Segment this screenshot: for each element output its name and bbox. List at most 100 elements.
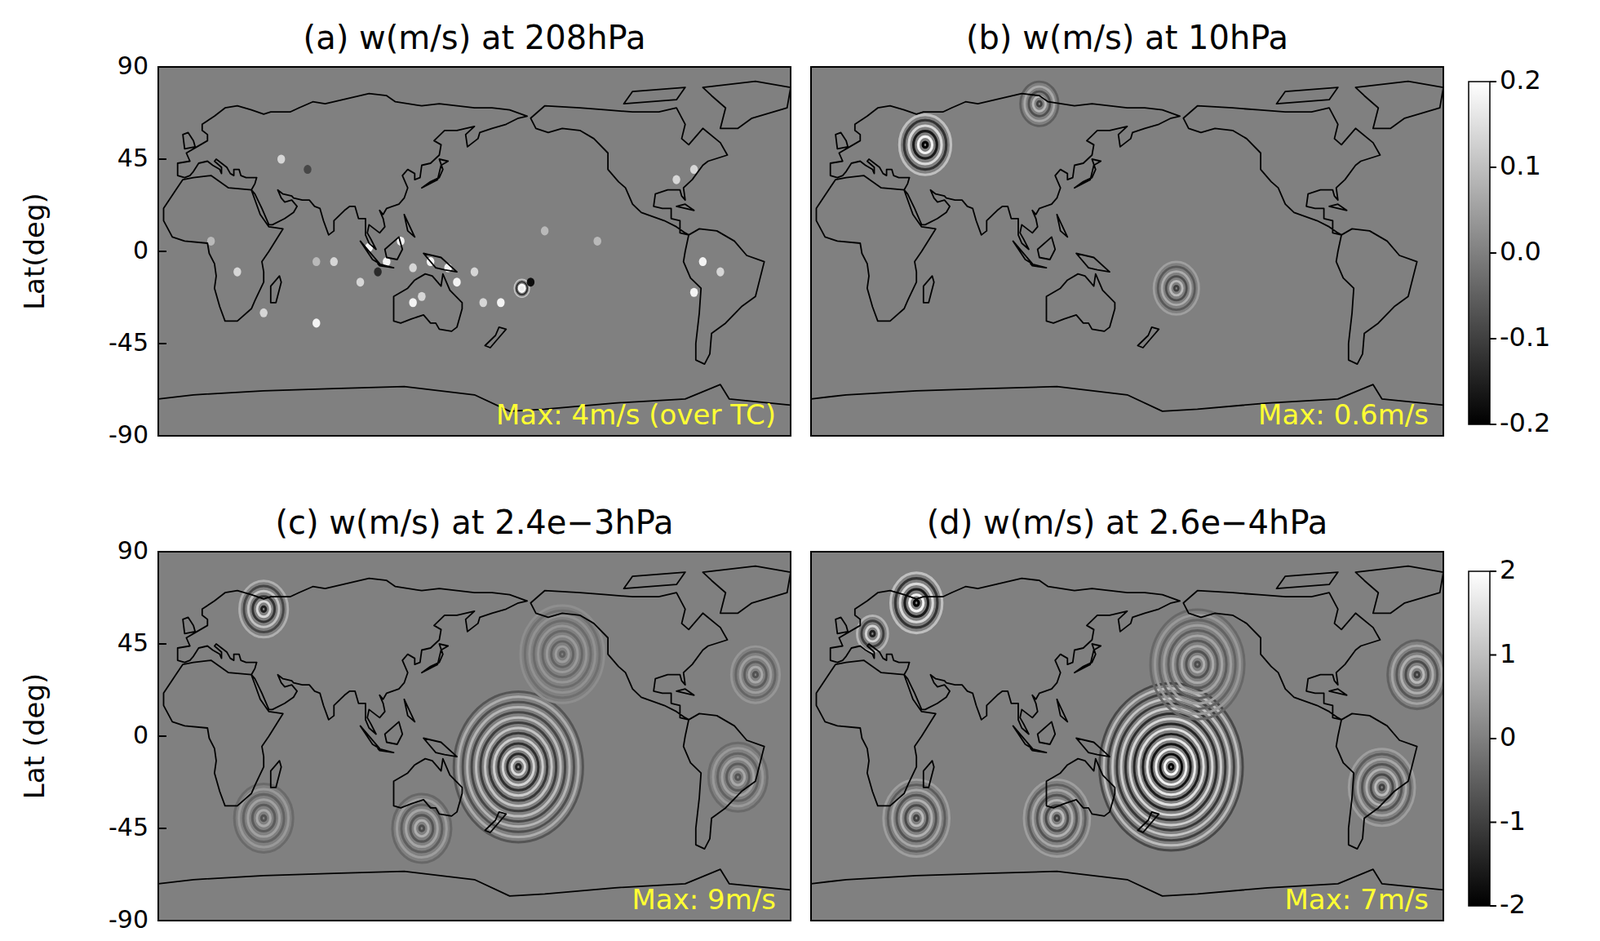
wave-ring — [1150, 609, 1245, 719]
wave-ring — [1348, 749, 1415, 826]
wave-ring — [865, 625, 879, 642]
wave-ring — [740, 656, 772, 693]
background — [158, 551, 791, 921]
wave-ring — [489, 732, 548, 801]
wave-ring — [904, 589, 929, 617]
wave-ring — [900, 799, 932, 836]
wave-ring — [1195, 661, 1200, 667]
coastline — [811, 81, 1444, 412]
colorbar — [1468, 571, 1490, 906]
wave-ring — [1116, 703, 1226, 830]
wave-ring — [538, 625, 587, 683]
figure: (a) w(m/s) at 208hPaMax: 4m/s (over TC)9… — [0, 0, 1600, 941]
y-tick — [158, 342, 167, 345]
y-tick-label: -45 — [108, 812, 149, 842]
colorbar-tick — [1489, 252, 1497, 254]
w-spot — [330, 257, 338, 266]
wave-ring — [453, 691, 583, 842]
wave-ring — [731, 646, 780, 703]
y-tick — [158, 66, 167, 68]
wave-ring — [1391, 645, 1442, 704]
colorbar-tick-label: -0.2 — [1499, 407, 1551, 439]
wave-ring — [484, 727, 552, 806]
wave-ring — [248, 799, 280, 837]
wave-ring — [1050, 810, 1064, 826]
plot-area — [811, 66, 1444, 436]
wave-ring — [480, 722, 557, 812]
wave-ring — [257, 601, 271, 617]
w-spot — [672, 175, 680, 185]
w-spot — [479, 297, 488, 307]
w-spot — [233, 267, 241, 277]
wave-ring — [1121, 708, 1221, 825]
coastline — [811, 566, 1444, 896]
wave-ring — [922, 141, 928, 148]
wave-ring — [529, 615, 596, 692]
w-spot — [373, 267, 382, 277]
wave-ring — [883, 779, 950, 856]
wave-ring — [904, 119, 947, 169]
wave-ring — [524, 610, 599, 698]
y-tick-label: 45 — [117, 143, 149, 173]
wave-ring — [252, 596, 275, 622]
colorbar-tick — [1489, 821, 1497, 824]
wave-ring — [1186, 651, 1209, 678]
wave-ring — [1157, 266, 1195, 311]
frame — [811, 551, 1444, 921]
wave-ring — [1159, 620, 1236, 710]
w-spot — [699, 257, 707, 266]
wave-ring — [533, 620, 591, 688]
wave-ring — [896, 794, 936, 842]
wave-ring — [1366, 769, 1398, 806]
wave-ring — [498, 743, 539, 790]
wave-ring — [252, 804, 275, 831]
wave-ring — [1143, 733, 1200, 800]
y-tick — [158, 919, 167, 922]
wave-ring — [551, 641, 574, 667]
wave-ring — [890, 572, 943, 634]
panel-title: (c) w(m/s) at 2.4e−3hPa — [274, 503, 674, 541]
wave-ring — [895, 578, 938, 628]
coastline — [158, 566, 791, 896]
wave-ring — [749, 666, 763, 683]
wave-ring — [516, 281, 528, 295]
w-spot — [690, 288, 698, 297]
wave-ring — [722, 758, 754, 796]
frame — [158, 551, 791, 921]
y-tick-label: 0 — [132, 720, 149, 750]
y-tick-label: 45 — [117, 628, 149, 657]
colorbar-tick-label: 0 — [1499, 721, 1516, 753]
y-tick — [158, 735, 167, 737]
wave-ring — [1405, 661, 1429, 688]
page: {"chart_data": [ {"type": "heatmap", "ti… — [0, 0, 1600, 941]
wave-ring — [467, 707, 570, 827]
wave-ring — [516, 763, 521, 769]
wave-ring — [870, 630, 875, 636]
colorbar-tick-label: 0.2 — [1499, 64, 1542, 96]
wave-ring — [753, 672, 758, 678]
colorbar-tick-label: 2 — [1499, 554, 1516, 586]
wave-ring — [559, 651, 564, 656]
wave-ring — [1103, 688, 1239, 846]
wave-ring — [1155, 614, 1241, 714]
w-spot — [518, 283, 526, 293]
colorbar-tick-label: -0.1 — [1499, 321, 1551, 353]
wave-ring — [899, 583, 933, 622]
plot-area — [158, 66, 791, 436]
wave-ring — [909, 810, 923, 826]
wave-ring — [462, 701, 574, 832]
wave-ring — [1387, 640, 1444, 710]
wave-ring — [1169, 764, 1174, 770]
wave-ring — [913, 815, 918, 820]
panel-title: (b) w(m/s) at 10hPa — [966, 18, 1289, 57]
colorbar-tick-label: 1 — [1499, 638, 1516, 670]
w-spot — [259, 308, 267, 318]
annotation: Max: 4m/s (over TC) — [496, 398, 776, 431]
wave-ring — [1396, 651, 1438, 699]
background — [158, 66, 791, 436]
y-axis-title: Lat(deg) — [17, 192, 51, 311]
y-tick — [158, 827, 167, 829]
wave-ring — [713, 748, 763, 807]
wave-ring — [887, 784, 945, 852]
wave-ring — [239, 580, 289, 638]
